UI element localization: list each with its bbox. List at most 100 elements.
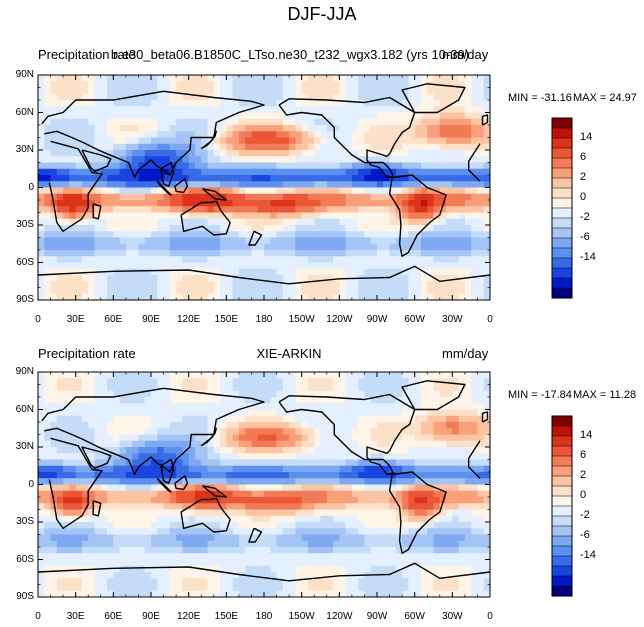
field-cell — [132, 447, 139, 454]
field-cell — [307, 181, 315, 188]
field-cell — [94, 553, 102, 560]
field-cell — [100, 384, 108, 392]
field-cell — [88, 100, 95, 107]
field-cell — [207, 547, 215, 554]
field-cell — [414, 478, 422, 485]
field-cell — [182, 390, 190, 398]
field-cell — [207, 409, 215, 417]
field-cell — [163, 131, 171, 138]
field-cell — [477, 497, 485, 504]
field-cell — [151, 397, 158, 404]
field-cell — [326, 193, 334, 201]
field-cell — [75, 465, 83, 473]
field-cell — [370, 440, 378, 448]
field-cell — [238, 162, 246, 170]
field-cell — [69, 472, 77, 479]
field-cell — [188, 390, 196, 398]
field-cell — [326, 497, 334, 504]
field-cell — [144, 465, 152, 473]
field-cell — [377, 378, 384, 385]
field-cell — [119, 143, 127, 151]
field-cell — [295, 434, 303, 442]
field-cell — [207, 143, 215, 151]
field-cell — [151, 81, 158, 88]
field-cell — [125, 162, 133, 170]
field-cell — [194, 553, 202, 560]
field-cell — [94, 125, 102, 132]
field-cell — [144, 434, 152, 442]
field-cell — [251, 453, 259, 460]
field-cell — [245, 175, 252, 182]
field-cell — [188, 150, 196, 157]
field-cell — [301, 106, 309, 113]
field-cell — [157, 175, 164, 182]
field-cell — [188, 106, 196, 113]
field-cell — [439, 484, 447, 492]
field-cell — [446, 150, 453, 157]
field-cell — [320, 81, 328, 88]
field-cell — [119, 503, 127, 510]
field-cell — [245, 187, 252, 195]
field-cell — [320, 465, 328, 473]
field-cell — [207, 553, 215, 560]
field-cell — [257, 168, 265, 176]
field-cell — [75, 509, 83, 517]
field-cell — [169, 490, 177, 498]
field-cell — [264, 415, 271, 423]
field-cell — [226, 87, 234, 95]
field-cell — [289, 540, 296, 548]
field-cell — [483, 131, 491, 138]
field-cell — [138, 528, 146, 535]
field-cell — [232, 212, 240, 220]
field-cell — [38, 212, 45, 220]
field-cell — [257, 403, 265, 410]
field-cell — [307, 281, 315, 288]
field-cell — [151, 403, 158, 410]
field-cell — [370, 212, 378, 220]
field-cell — [295, 131, 303, 138]
field-cell — [395, 106, 403, 113]
field-cell — [169, 118, 177, 126]
field-cell — [151, 75, 158, 82]
field-cell — [113, 547, 121, 554]
field-cell — [207, 225, 215, 232]
field-cell — [144, 422, 152, 429]
field-cell — [345, 268, 353, 276]
field-cell — [232, 434, 240, 442]
field-cell — [301, 143, 309, 151]
field-cell — [157, 268, 164, 276]
field-cell — [81, 403, 89, 410]
field-cell — [63, 447, 70, 454]
field-cell — [257, 131, 265, 138]
field-cell — [270, 534, 277, 542]
field-cell — [201, 372, 208, 379]
field-cell — [113, 528, 121, 535]
field-cell — [220, 275, 227, 282]
field-cell — [56, 212, 64, 220]
field-cell — [100, 484, 108, 492]
field-cell — [295, 490, 303, 498]
field-cell — [238, 93, 246, 101]
field-cell — [151, 490, 158, 498]
field-cell — [289, 275, 296, 282]
field-cell — [81, 434, 89, 442]
field-cell — [119, 243, 127, 251]
field-cell — [94, 293, 102, 301]
field-cell — [132, 81, 139, 88]
field-cell — [295, 181, 303, 188]
field-cell — [439, 137, 447, 145]
field-cell — [326, 256, 334, 263]
field-cell — [389, 497, 397, 504]
field-cell — [157, 415, 164, 423]
field-cell — [320, 528, 328, 535]
field-cell — [125, 193, 133, 201]
field-cell — [63, 547, 70, 554]
field-cell — [245, 528, 252, 535]
field-cell — [113, 478, 121, 485]
field-cell — [151, 478, 158, 485]
field-cell — [389, 125, 397, 132]
field-cell — [483, 206, 491, 213]
field-cell — [414, 390, 422, 398]
field-cell — [207, 243, 215, 251]
field-cell — [257, 515, 265, 523]
